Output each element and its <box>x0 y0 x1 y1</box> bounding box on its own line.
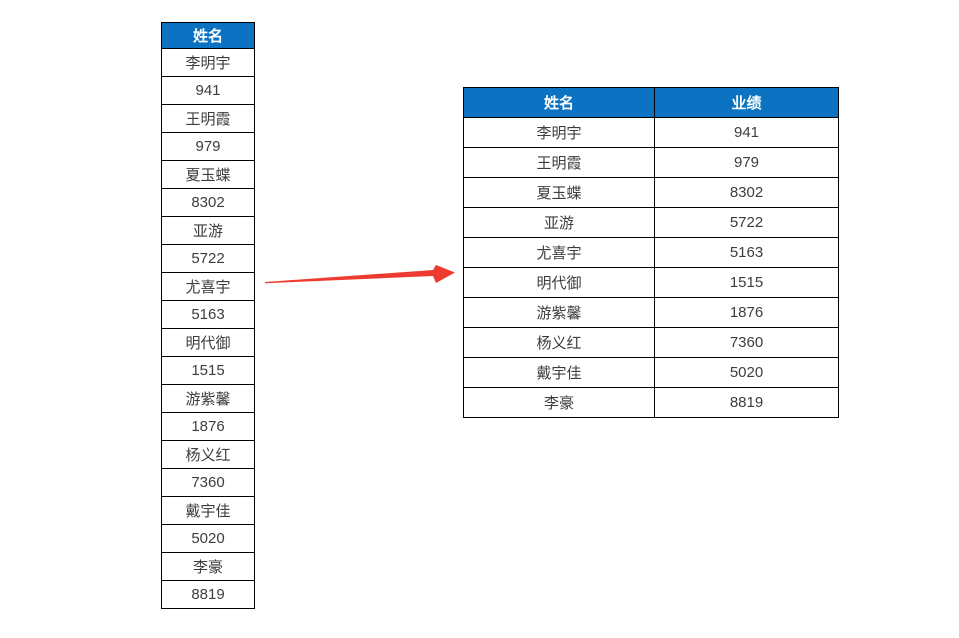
performance-cell: 8819 <box>654 387 839 418</box>
performance-cell: 5020 <box>654 357 839 388</box>
table-cell: 5163 <box>161 300 255 329</box>
performance-cell: 5163 <box>654 237 839 268</box>
table-row: 夏玉蝶 8302 <box>463 177 839 208</box>
result-table-header-name: 姓名 <box>463 87 655 118</box>
name-cell: 亚游 <box>463 207 655 238</box>
result-table-header-performance: 业绩 <box>654 87 839 118</box>
table-cell: 戴宇佳 <box>161 496 255 525</box>
name-cell: 王明霞 <box>463 147 655 178</box>
table-cell: 7360 <box>161 468 255 497</box>
table-row: 杨义红 <box>161 440 255 469</box>
table-cell: 杨义红 <box>161 440 255 469</box>
table-row: 1515 <box>161 356 255 385</box>
table-row: 5020 <box>161 524 255 553</box>
performance-cell: 1515 <box>654 267 839 298</box>
table-row: 亚游 <box>161 216 255 245</box>
table-header-row: 姓名 业绩 <box>463 87 839 118</box>
table-cell: 夏玉蝶 <box>161 160 255 189</box>
table-row: 杨义红 7360 <box>463 327 839 358</box>
table-cell: 1515 <box>161 356 255 385</box>
source-table-header-name: 姓名 <box>161 22 255 49</box>
table-row: 李豪 8819 <box>463 387 839 418</box>
name-cell: 杨义红 <box>463 327 655 358</box>
table-row: 戴宇佳 5020 <box>463 357 839 388</box>
performance-cell: 979 <box>654 147 839 178</box>
table-cell: 8819 <box>161 580 255 609</box>
performance-cell: 5722 <box>654 207 839 238</box>
name-cell: 夏玉蝶 <box>463 177 655 208</box>
table-cell: 王明霞 <box>161 104 255 133</box>
table-cell: 李豪 <box>161 552 255 581</box>
name-cell: 李豪 <box>463 387 655 418</box>
performance-cell: 941 <box>654 117 839 148</box>
table-row: 7360 <box>161 468 255 497</box>
source-table: 姓名 李明宇 941 王明霞 979 夏玉蝶 8302 亚游 5722 尤喜宇 … <box>161 22 255 609</box>
table-row: 8819 <box>161 580 255 609</box>
table-cell: 8302 <box>161 188 255 217</box>
table-row: 游紫馨 1876 <box>463 297 839 328</box>
table-row: 5722 <box>161 244 255 273</box>
performance-cell: 1876 <box>654 297 839 328</box>
table-cell: 尤喜宇 <box>161 272 255 301</box>
table-row: 李豪 <box>161 552 255 581</box>
table-cell: 979 <box>161 132 255 161</box>
table-row: 941 <box>161 76 255 105</box>
table-row: 1876 <box>161 412 255 441</box>
red-transform-arrow-icon <box>265 265 455 284</box>
table-cell: 游紫馨 <box>161 384 255 413</box>
table-row: 979 <box>161 132 255 161</box>
table-cell: 5722 <box>161 244 255 273</box>
table-row: 戴宇佳 <box>161 496 255 525</box>
table-cell: 李明宇 <box>161 48 255 77</box>
table-row: 亚游 5722 <box>463 207 839 238</box>
table-header-row: 姓名 <box>161 22 255 49</box>
table-cell: 941 <box>161 76 255 105</box>
table-cell: 1876 <box>161 412 255 441</box>
name-cell: 明代御 <box>463 267 655 298</box>
table-row: 尤喜宇 5163 <box>463 237 839 268</box>
table-row: 游紫馨 <box>161 384 255 413</box>
table-cell: 明代御 <box>161 328 255 357</box>
table-row: 明代御 1515 <box>463 267 839 298</box>
table-row: 明代御 <box>161 328 255 357</box>
table-row: 李明宇 <box>161 48 255 77</box>
table-row: 王明霞 <box>161 104 255 133</box>
name-cell: 游紫馨 <box>463 297 655 328</box>
table-row: 5163 <box>161 300 255 329</box>
table-row: 夏玉蝶 <box>161 160 255 189</box>
table-row: 王明霞 979 <box>463 147 839 178</box>
table-cell: 5020 <box>161 524 255 553</box>
name-cell: 戴宇佳 <box>463 357 655 388</box>
table-row: 尤喜宇 <box>161 272 255 301</box>
performance-cell: 8302 <box>654 177 839 208</box>
result-table: 姓名 业绩 李明宇 941 王明霞 979 夏玉蝶 8302 亚游 5722 尤 <box>463 87 839 418</box>
table-row: 李明宇 941 <box>463 117 839 148</box>
name-cell: 尤喜宇 <box>463 237 655 268</box>
table-cell: 亚游 <box>161 216 255 245</box>
performance-cell: 7360 <box>654 327 839 358</box>
name-cell: 李明宇 <box>463 117 655 148</box>
table-row: 8302 <box>161 188 255 217</box>
